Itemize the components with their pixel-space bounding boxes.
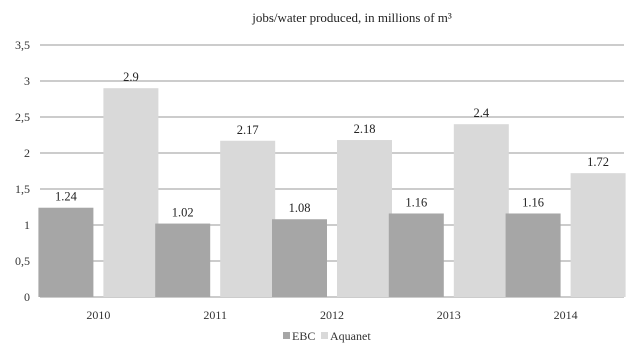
bar-aquanet-2013 [453, 124, 509, 297]
y-tick-label: 2 [24, 146, 30, 160]
legend-label-aquanet: Aquanet [330, 329, 371, 343]
data-label: 1.16 [405, 195, 427, 209]
x-tick-label: 2012 [320, 308, 344, 322]
y-tick-label: 1,5 [15, 182, 30, 196]
y-tick-label: 3 [24, 74, 30, 88]
data-label: 1.16 [522, 195, 544, 209]
data-label: 1.24 [55, 190, 78, 204]
bar-ebc-2010 [38, 207, 94, 297]
legend-swatch-ebc [283, 332, 290, 339]
data-label: 2.9 [123, 70, 139, 84]
data-label: 1.08 [289, 201, 311, 215]
legend: EBC Aquanet [283, 329, 371, 343]
data-label: 2.17 [237, 123, 259, 137]
legend-label-ebc: EBC [292, 329, 315, 343]
x-tick-label: 2014 [554, 308, 578, 322]
y-tick-label: 0 [24, 290, 30, 304]
data-label: 1.72 [587, 155, 609, 169]
data-label: 1.02 [172, 206, 194, 220]
y-axis-tick-labels: 0 0,5 1 1,5 2 2,5 3 3,5 [15, 38, 30, 304]
x-tick-label: 2010 [86, 308, 110, 322]
bar-ebc-2014 [505, 213, 561, 297]
bars [38, 88, 626, 297]
bar-aquanet-2012 [337, 140, 392, 297]
x-tick-label: 2011 [203, 308, 227, 322]
chart-title: jobs/water produced, in millions of m³ [251, 10, 452, 25]
bar-aquanet-2011 [220, 140, 276, 297]
bar-aquanet-2014 [570, 173, 626, 297]
y-tick-label: 3,5 [15, 38, 30, 52]
bar-ebc-2012 [272, 219, 327, 297]
y-tick-label: 1 [24, 218, 30, 232]
bar-ebc-2011 [155, 223, 211, 297]
x-axis-tick-labels: 2010 2011 2012 2013 2014 [86, 308, 577, 322]
legend-swatch-aquanet [321, 332, 328, 339]
data-label: 2.4 [473, 106, 489, 120]
y-tick-label: 2,5 [15, 110, 30, 124]
y-tick-label: 0,5 [15, 254, 30, 268]
x-tick-label: 2013 [437, 308, 461, 322]
data-labels: 1.24 2.9 1.02 2.17 1.08 2.18 1.16 2.4 1.16 1.72 [55, 70, 609, 219]
bar-aquanet-2010 [103, 88, 159, 297]
bar-ebc-2013 [388, 213, 444, 297]
data-label: 2.18 [354, 122, 376, 136]
